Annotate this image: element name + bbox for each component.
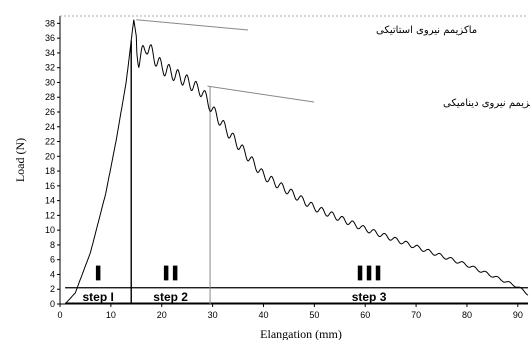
y-tick-label: 2 bbox=[50, 284, 55, 294]
load-curve-group bbox=[64, 19, 529, 305]
y-tick-label: 4 bbox=[50, 269, 55, 279]
annotation-label: ماکزیمم نیروی استاتیکی bbox=[376, 25, 477, 36]
annotations: ماکزیمم نیروی استاتیکی ماکزیمم نیروی دینا… bbox=[136, 19, 530, 109]
annotation-label: ماکزیمم نیروی دینامیکی bbox=[443, 98, 530, 109]
x-tick-label: 90 bbox=[513, 310, 523, 320]
y-tick-label: 16 bbox=[45, 181, 55, 191]
x-tick-label: 80 bbox=[462, 310, 472, 320]
x-tick-label: 0 bbox=[57, 310, 62, 320]
x-axis-title: Elangation (mm) bbox=[260, 327, 342, 340]
step-marker-bar bbox=[357, 265, 363, 281]
y-tick-label: 34 bbox=[45, 48, 55, 58]
y-tick-label: 8 bbox=[50, 240, 55, 250]
plot-frame bbox=[59, 15, 528, 305]
x-tick-label: 50 bbox=[309, 310, 319, 320]
y-tick-label: 26 bbox=[45, 107, 55, 117]
annotation-leader bbox=[136, 19, 249, 31]
y-tick-label: 32 bbox=[45, 63, 55, 73]
x-tick-label: 70 bbox=[411, 310, 421, 320]
step-marker-bar bbox=[366, 265, 372, 281]
annotation-leader bbox=[207, 85, 315, 103]
y-tick-label: 30 bbox=[45, 77, 55, 87]
y-tick-label: 6 bbox=[50, 255, 55, 265]
step-marker-bar bbox=[375, 265, 381, 281]
y-axis-title: Load (N) bbox=[13, 138, 27, 182]
x-axis-ticks: 0 10 20 30 40 50 60 70 80 90 bbox=[57, 304, 523, 320]
y-tick-label: 14 bbox=[45, 196, 55, 206]
y-tick-label: 22 bbox=[45, 137, 55, 147]
x-tick-label: 60 bbox=[360, 310, 370, 320]
y-tick-label: 24 bbox=[45, 122, 55, 132]
x-tick-label: 20 bbox=[157, 310, 167, 320]
y-tick-label: 36 bbox=[45, 33, 55, 43]
step-marker-bar bbox=[95, 265, 101, 281]
y-tick-label: 38 bbox=[45, 18, 55, 28]
x-tick-label: 10 bbox=[106, 310, 116, 320]
step-label: step 2 bbox=[153, 290, 188, 304]
load-curve bbox=[64, 19, 529, 305]
y-tick-label: 10 bbox=[45, 225, 55, 235]
y-tick-label: 20 bbox=[45, 151, 55, 161]
x-tick-label: 30 bbox=[208, 310, 218, 320]
y-tick-label: 28 bbox=[45, 92, 55, 102]
step-label: step I bbox=[82, 290, 113, 304]
y-tick-label: 0 bbox=[50, 299, 55, 309]
step-band: step I step 2 step 3 bbox=[65, 40, 528, 304]
step-marker-bar bbox=[172, 265, 178, 281]
y-tick-label: 18 bbox=[45, 166, 55, 176]
step-marker-bar bbox=[163, 265, 169, 281]
y-tick-label: 12 bbox=[45, 210, 55, 220]
x-tick-label: 40 bbox=[258, 310, 268, 320]
step-label: step 3 bbox=[352, 290, 387, 304]
